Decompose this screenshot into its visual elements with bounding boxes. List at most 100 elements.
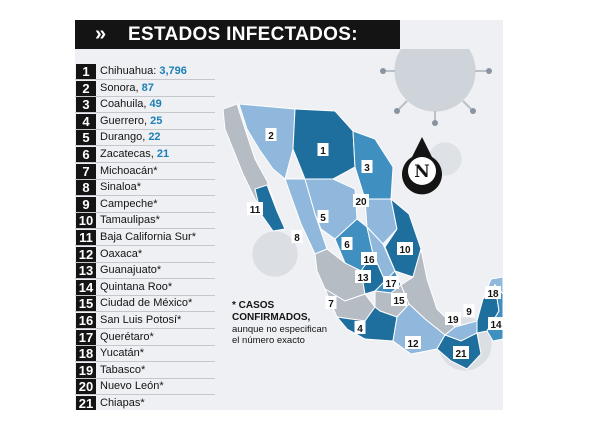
rank-number: 15 <box>76 296 96 312</box>
map-label-box <box>247 202 263 215</box>
footnote: * CASOS CONFIRMADOS, aunque no especific… <box>232 300 342 346</box>
map-label-oaxaca: 12 <box>407 339 419 350</box>
rank-number: 14 <box>76 279 96 295</box>
map-label-box <box>383 276 399 289</box>
map-label-chiapas: 21 <box>455 349 467 360</box>
list-item: 17 Querétaro* <box>75 329 215 346</box>
case-count: 87 <box>141 81 154 94</box>
list-item: 16 San Luis Potosí* <box>75 313 215 329</box>
map-label-queretaro: 17 <box>385 279 397 290</box>
state-name: Nuevo León* <box>100 380 164 393</box>
rank-number: 7 <box>76 163 96 179</box>
list-item: 19 Tabasco* <box>75 362 215 379</box>
rank-number: 12 <box>76 246 96 262</box>
rank-number: 10 <box>76 213 96 229</box>
map-label-box <box>445 312 461 325</box>
list-item: 3 Coahuila, 49 <box>75 97 215 114</box>
infographic-card: » ESTADOS INFECTADOS: 1 Chihuahua: 3,796 2… <box>75 20 503 410</box>
map-label-box <box>361 252 377 265</box>
double-chevron-icon: » <box>95 23 106 45</box>
state-name: Guanajuato* <box>100 264 162 277</box>
map-label-durango: 5 <box>320 213 326 224</box>
case-count: 3,796 <box>159 65 187 77</box>
svg-text:N: N <box>414 162 430 182</box>
list-item: 10 Tamaulipas* <box>75 213 215 230</box>
state-tamaulipas <box>384 197 422 278</box>
state-name: Yucatán* <box>100 347 145 360</box>
rank-number: 6 <box>76 147 96 162</box>
case-count: 49 <box>149 98 162 111</box>
map-label-sinaloa: 8 <box>294 233 300 244</box>
list-item: 6 Zacatecas, 21 <box>75 147 215 163</box>
state-coahuila <box>352 130 394 200</box>
map-label-zacatecas: 6 <box>344 240 350 251</box>
list-item: 2 Sonora, 87 <box>75 80 215 97</box>
map-label-box <box>291 230 303 243</box>
footnote-line1: * CASOS <box>232 300 275 311</box>
state-name: Durango, 22 <box>100 131 161 144</box>
map-label-box <box>391 293 407 306</box>
state-name: Campeche* <box>100 197 158 210</box>
list-item: 7 Michoacán* <box>75 163 215 180</box>
map-label-box <box>317 143 329 156</box>
virus-particle-icon <box>252 231 298 277</box>
rank-number: 21 <box>76 396 96 410</box>
list-item: 14 Quintana Roo* <box>75 279 215 296</box>
state-name: Sinaloa* <box>100 181 141 194</box>
north-compass-icon: N <box>402 137 442 195</box>
rank-number: 11 <box>76 230 96 245</box>
state-name: San Luis Potosí* <box>100 314 182 326</box>
map-label-ciudad-de-mexico: 15 <box>393 296 405 307</box>
rank-number: 8 <box>76 180 96 196</box>
rank-number: 2 <box>76 80 96 96</box>
rank-number: 1 <box>76 64 96 79</box>
state-name: Chiapas* <box>100 397 145 409</box>
map-label-box <box>325 296 337 309</box>
map-label-tabasco: 19 <box>447 315 459 326</box>
rank-number: 13 <box>76 263 96 279</box>
map-label-yucatan: 18 <box>487 289 499 300</box>
map-label-campeche: 9 <box>466 307 472 318</box>
state-name: Guerrero, 25 <box>100 114 163 127</box>
map-label-tamaulipas: 10 <box>399 245 411 256</box>
state-name: Sonora, 87 <box>100 81 154 94</box>
map-label-box <box>397 242 413 255</box>
map-label-box <box>355 270 371 283</box>
header-bar: » ESTADOS INFECTADOS: <box>75 20 400 49</box>
state-name: Quintana Roo* <box>100 280 173 293</box>
case-count: 22 <box>148 131 161 144</box>
rank-number: 4 <box>76 113 96 129</box>
state-name: Michoacán* <box>100 164 158 177</box>
list-item: 18 Yucatán* <box>75 346 215 363</box>
map-label-guerrero: 4 <box>357 324 363 335</box>
map-label-chihuahua: 1 <box>320 146 326 157</box>
list-item: 5 Durango, 22 <box>75 130 215 147</box>
map-label-box <box>317 210 329 223</box>
state-name: Oaxaca* <box>100 247 143 260</box>
state-name: Querétaro* <box>100 330 154 343</box>
map-label-box <box>265 128 277 141</box>
map-label-box <box>405 336 421 349</box>
map-label-coahuila: 3 <box>364 163 370 174</box>
map-label-box <box>488 317 503 330</box>
rank-number: 16 <box>76 313 96 328</box>
state-name: Zacatecas, 21 <box>100 148 170 160</box>
rank-number: 17 <box>76 329 96 345</box>
map-label-box <box>353 194 369 207</box>
list-item: 20 Nuevo León* <box>75 379 215 396</box>
list-item: 11 Baja California Sur* <box>75 230 215 246</box>
footnote-line2: CONFIRMADOS, <box>232 312 311 323</box>
case-count: 25 <box>150 114 163 127</box>
map-label-guanajuato: 13 <box>357 273 369 284</box>
map-label-box <box>485 286 501 299</box>
map-label-san-luis-potosi: 16 <box>363 255 375 266</box>
rank-number: 3 <box>76 97 96 113</box>
state-name: Coahuila, 49 <box>100 98 162 111</box>
rank-number: 20 <box>76 379 96 395</box>
rank-number: 5 <box>76 130 96 146</box>
map-label-box <box>463 304 475 317</box>
state-name: Chihuahua: 3,796 <box>100 65 187 77</box>
map-label-box <box>341 237 353 250</box>
map-label-baja-california-sur: 11 <box>250 205 261 216</box>
state-name: Baja California Sur* <box>100 231 196 243</box>
